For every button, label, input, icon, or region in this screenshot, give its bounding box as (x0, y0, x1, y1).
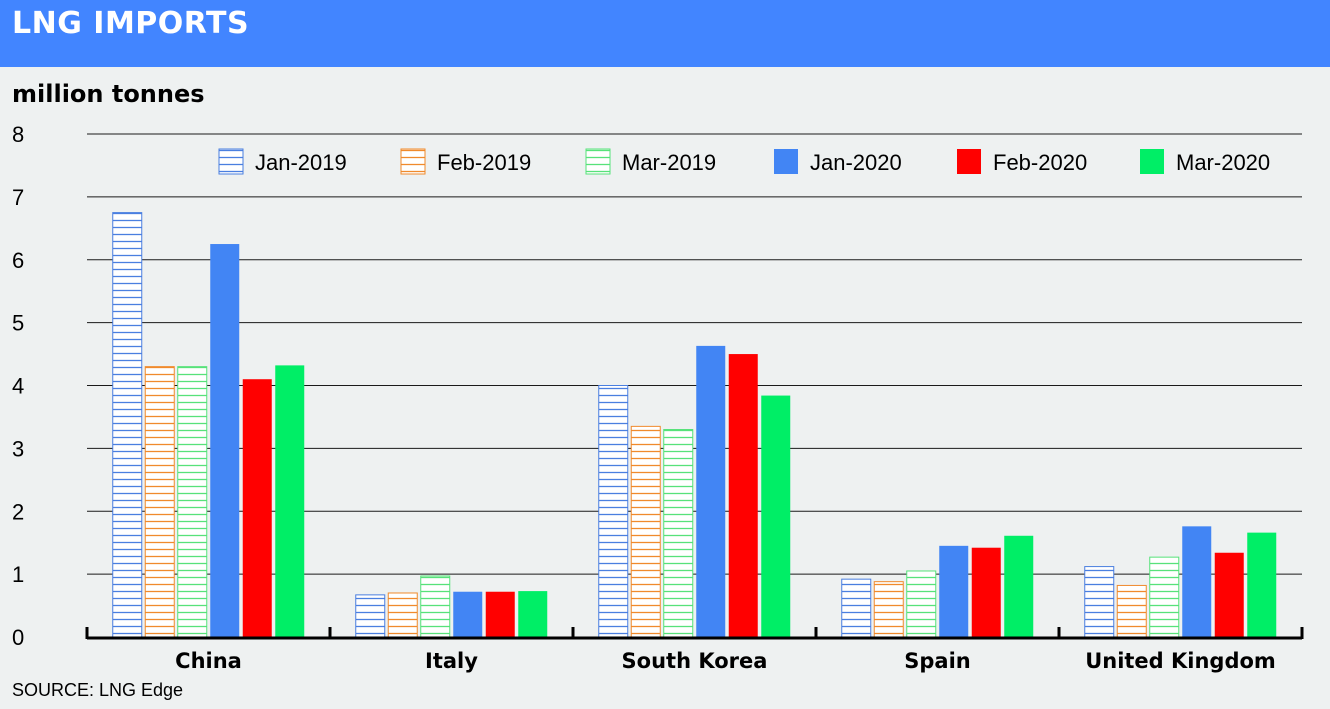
legend-label-jan-2019: Jan-2019 (255, 150, 347, 175)
bar-spain-jan-2020 (939, 545, 969, 637)
bar-italy-mar-2019 (420, 575, 451, 638)
legend-label-mar-2019: Mar-2019 (622, 150, 716, 175)
legend-swatch-jan-2019 (218, 148, 244, 175)
legend-swatch-mar-2020 (1140, 149, 1164, 174)
bar-south-korea-feb-2020 (728, 354, 758, 637)
y-tick-label-8: 8 (12, 122, 24, 147)
bar-south-korea-feb-2019 (630, 425, 661, 638)
legend-swatch-feb-2019 (400, 148, 426, 175)
bar-italy-feb-2019 (387, 592, 418, 638)
category-label: China (175, 649, 242, 673)
legend-swatch-feb-2020 (957, 149, 981, 174)
bar-spain-mar-2019 (906, 570, 937, 638)
legend-label-jan-2020: Jan-2020 (810, 150, 902, 175)
chart-title: LNG IMPORTS (12, 6, 250, 41)
bar-china-jan-2019 (112, 212, 143, 638)
y-tick-label-0: 0 (12, 625, 24, 650)
bar-south-korea-jan-2019 (598, 385, 629, 638)
bar-italy-mar-2020 (518, 591, 548, 637)
y-tick-label-4: 4 (12, 374, 24, 399)
legend-label-feb-2020: Feb-2020 (993, 150, 1087, 175)
bar-united-kingdom-feb-2020 (1214, 552, 1244, 637)
y-tick-label-3: 3 (12, 436, 24, 461)
legend-swatch-jan-2020 (774, 149, 798, 174)
chart-header: LNG IMPORTS (0, 0, 1330, 67)
bar-spain-jan-2019 (841, 578, 872, 638)
bar-china-feb-2019 (144, 366, 175, 638)
bar-china-feb-2020 (242, 379, 272, 637)
bar-china-mar-2019 (177, 366, 208, 638)
bar-china-jan-2020 (210, 244, 240, 637)
bar-united-kingdom-feb-2019 (1116, 584, 1147, 638)
y-tick-label-1: 1 (12, 562, 24, 587)
bar-spain-mar-2020 (1004, 535, 1034, 637)
bar-south-korea-mar-2019 (663, 429, 694, 638)
bar-united-kingdom-jan-2019 (1084, 566, 1115, 638)
category-label: South Korea (622, 649, 768, 673)
source-note: SOURCE: LNG Edge (12, 680, 184, 700)
bar-italy-jan-2020 (453, 591, 483, 637)
bar-spain-feb-2020 (971, 547, 1001, 637)
bar-south-korea-jan-2020 (696, 345, 726, 637)
y-axis-label: million tonnes (12, 80, 205, 108)
bar-united-kingdom-jan-2020 (1182, 526, 1212, 637)
category-label: United Kingdom (1085, 649, 1276, 673)
legend-swatch-mar-2019 (585, 148, 611, 175)
y-tick-label-2: 2 (12, 499, 24, 524)
bar-italy-jan-2019 (355, 594, 386, 638)
bar-spain-feb-2019 (873, 581, 904, 638)
bar-italy-feb-2020 (485, 591, 515, 637)
legend-label-feb-2019: Feb-2019 (437, 150, 531, 175)
legend-label-mar-2020: Mar-2020 (1176, 150, 1270, 175)
bar-south-korea-mar-2020 (761, 395, 791, 637)
bar-china-mar-2020 (275, 365, 305, 637)
y-tick-label-7: 7 (12, 185, 24, 210)
y-tick-label-6: 6 (12, 248, 24, 273)
bar-united-kingdom-mar-2020 (1247, 532, 1277, 637)
bar-united-kingdom-mar-2019 (1149, 556, 1180, 638)
y-tick-label-5: 5 (12, 311, 24, 336)
category-label: Italy (425, 649, 478, 673)
category-label: Spain (904, 649, 970, 673)
